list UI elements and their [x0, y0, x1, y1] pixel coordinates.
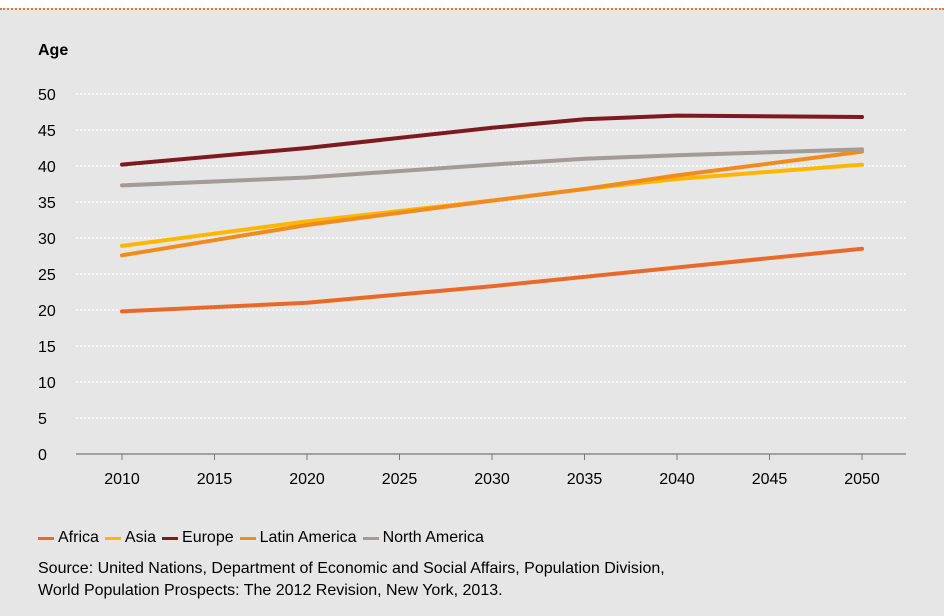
legend-label: North America [382, 529, 484, 546]
series-lines [120, 113, 864, 314]
y-tick-label: 30 [38, 231, 56, 248]
x-tick-label: 2035 [567, 471, 603, 488]
x-tick-label: 2015 [197, 471, 233, 488]
y-tick-label: 40 [38, 159, 56, 176]
source-note: Source: United Nations, Department of Ec… [38, 558, 665, 602]
legend-item: Europe [162, 529, 234, 547]
series-line-north-america [120, 147, 864, 188]
legend-swatch [362, 536, 379, 540]
y-tick-label: 50 [38, 87, 56, 104]
x-tick-label: 2050 [844, 471, 880, 488]
source-line-1: Source: United Nations, Department of Ec… [38, 560, 665, 577]
legend-item: Africa [38, 529, 99, 547]
y-tick-label: 0 [38, 447, 47, 464]
legend-swatch [104, 536, 121, 540]
legend-label: Latin America [259, 529, 357, 546]
chart-panel [0, 8, 944, 616]
legend: Africa Asia Europe Latin America North Ameri… [38, 529, 490, 547]
y-tick-label: 5 [38, 411, 47, 428]
legend-label: Europe [182, 529, 234, 546]
x-tick-label: 2040 [659, 471, 695, 488]
y-tick-label: 10 [38, 375, 56, 392]
legend-swatch [239, 536, 256, 540]
legend-label: Asia [124, 529, 157, 546]
legend-item: North America [362, 529, 484, 547]
legend-item: Asia [104, 529, 157, 547]
legend-swatch [162, 536, 179, 540]
y-axis-ticks: 0 5 10 15 20 25 30 35 40 45 50 [38, 87, 56, 464]
x-tick-label: 2045 [752, 471, 788, 488]
legend-label: Africa [58, 529, 99, 546]
source-line-2: World Population Prospects: The 2012 Rev… [38, 582, 503, 599]
x-tick-label: 2020 [289, 471, 325, 488]
y-tick-label: 20 [38, 303, 56, 320]
legend-swatch [38, 536, 54, 540]
series-line-europe [120, 113, 864, 167]
series-line-latin-america [120, 149, 864, 258]
x-tick-label: 2010 [104, 471, 140, 488]
legend-item: Latin America [239, 529, 357, 547]
y-tick-label: 25 [38, 267, 56, 284]
y-tick-label: 35 [38, 195, 56, 212]
x-tick-label: 2025 [382, 471, 418, 488]
y-tick-label: 15 [38, 339, 56, 356]
y-axis-title: Age [38, 42, 69, 59]
x-tick-label: 2030 [474, 471, 510, 488]
y-tick-label: 45 [38, 123, 56, 140]
x-axis: 2010 2015 2020 2025 2030 2035 2040 2045 2050 [76, 453, 906, 488]
series-line-africa [120, 246, 864, 314]
series-line-asia [120, 162, 864, 248]
